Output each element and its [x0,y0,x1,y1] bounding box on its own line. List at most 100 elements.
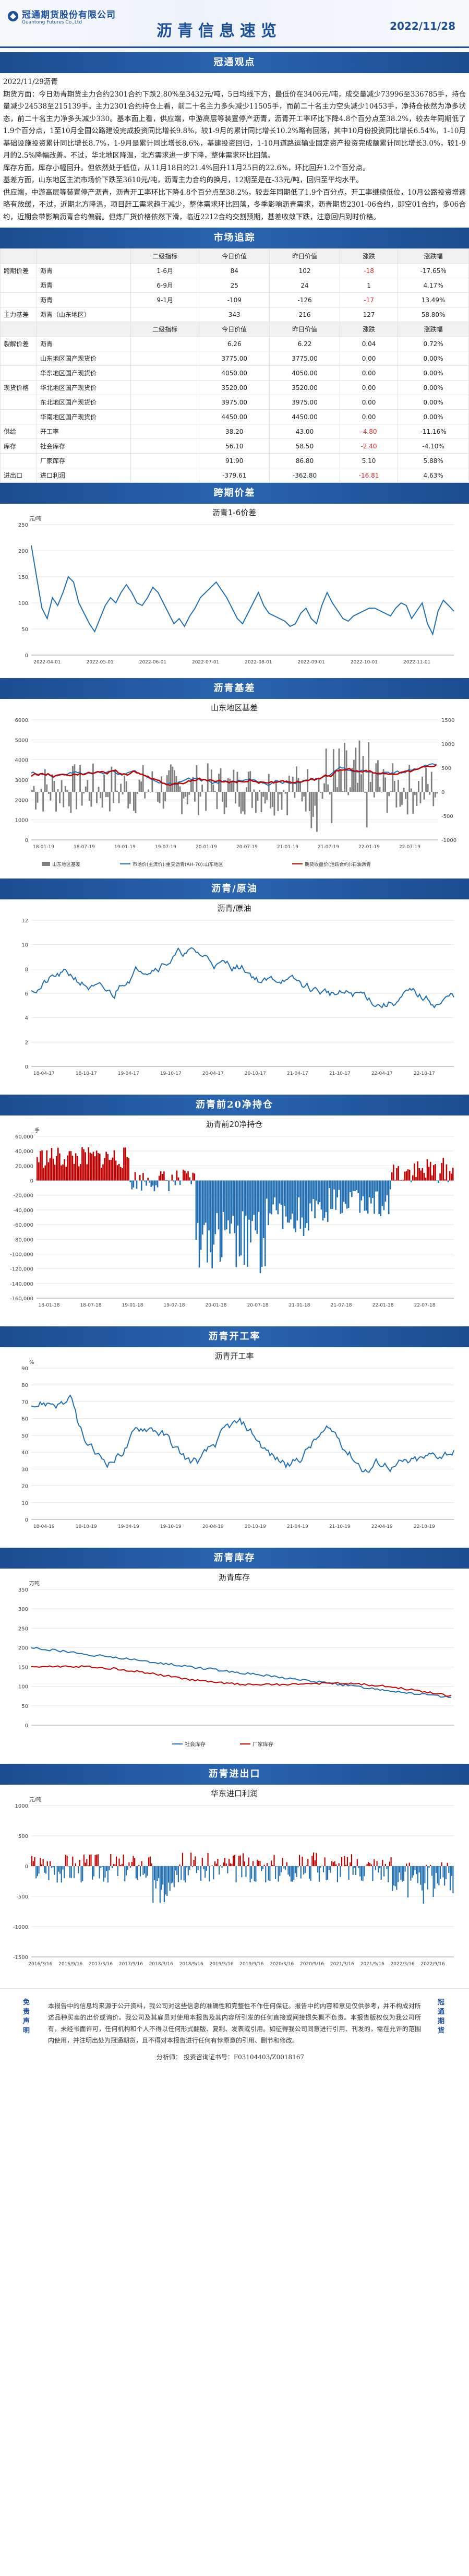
net-position-bar [303,1180,305,1236]
net-position-bar [378,1180,380,1214]
net-position-bar [446,1164,448,1181]
basis-bar [259,790,260,792]
x-tick-label: 18-07-19 [74,845,95,850]
basis-bar [249,771,251,792]
table-cell: -16.81 [339,468,399,483]
basis-bar [137,792,138,794]
x-tick-label: 2022-07-01 [192,660,219,665]
net-position-bar [414,1164,415,1181]
basis-bar [430,771,432,792]
basis-bar [314,792,316,806]
table-cell: 进出口 [0,468,37,483]
import-profit-bar [35,1866,37,1879]
net-position-bar [73,1164,75,1181]
net-position-bar [393,1165,394,1181]
import-profit-bar [52,1866,54,1868]
net-position-bar [201,1180,203,1235]
net-position-bar [266,1180,268,1199]
import-profit-bar [149,1856,151,1866]
import-profit-bar [100,1866,102,1868]
table-row: 现货价格 华北地区国产现货价 3520.00 3520.00 0.00 0.00% [0,380,469,395]
table-cell: 0.00 [339,380,399,395]
basis-futures-line [31,764,437,786]
table-cell: 3975.00 [269,395,340,410]
import-profit-bar [368,1861,369,1866]
import-profit-bar [217,1859,219,1866]
net-position-bar [149,1180,150,1183]
net-position-bar [141,1180,142,1191]
import-profit-bar [230,1863,231,1866]
axis-unit-label: % [29,1360,34,1366]
basis-bar [100,792,102,799]
import-profit-bar [313,1852,315,1866]
import-profit-bar [197,1866,199,1870]
y-tick-label: 40,000 [15,1149,33,1155]
section-import: 沥青进出口 [0,1764,469,1785]
net-position-bar [118,1164,120,1181]
y-tick-label: 200 [18,549,28,554]
import-profit-bar [40,1858,41,1866]
net-position-bar [81,1147,83,1181]
table-cell: 沥青 [37,292,131,307]
net-position-bar [99,1154,101,1181]
import-profit-bar [280,1866,282,1872]
basis-bar [107,792,109,798]
basis-bar [168,770,170,792]
net-position-bar [129,1180,131,1182]
x-tick-label: 18-10-17 [76,1071,97,1076]
import-profit-bar [179,1864,181,1866]
net-position-bar [152,1180,154,1186]
import-profit-bar [175,1866,176,1871]
table-cell: 58.50 [269,438,340,454]
table-cell: 86.80 [269,453,340,468]
import-profit-bar [382,1860,383,1866]
table-cell: 0.00% [398,409,469,424]
basis-bar [305,792,307,812]
basis-bar [212,785,214,792]
basis-bar [35,792,37,810]
y2-tick-label: 1500 [441,718,454,723]
table-cell: 25 [199,278,270,293]
table-cell: 现货价格 [0,380,37,395]
import-profit-bar [163,1866,165,1903]
import-profit-bar [388,1866,389,1882]
y-tick-label: 80 [21,1383,28,1388]
x-tick-label: 18-10-19 [76,1524,97,1529]
net-position-bar [269,1180,271,1214]
net-position-bar [222,1180,224,1213]
table-header: 涨跌 [339,248,399,264]
table-row: 华东地区国产现货价 4050.00 4050.00 0.00 0.00% [0,365,469,381]
net-position-bar [439,1173,441,1181]
import-chart: 华东进口利润 元/吨 -1500 -1000 -500 0 500 1000 2016/3/16… [0,1785,469,1985]
import-profit-bar [427,1866,428,1890]
basis-bar [186,792,188,804]
import-profit-bar [64,1866,65,1878]
net-position-bar [389,1180,391,1190]
basis-bar [76,792,77,810]
import-profit-bar [34,1857,35,1866]
net-position-bar [171,1174,173,1181]
net-position-bar [240,1180,242,1256]
import-profit-bar [58,1866,59,1872]
basis-bar [199,792,201,797]
table-cell: 跨期价差 [0,263,37,278]
table-header: 昨日价值 [269,248,340,264]
import-profit-bar [118,1858,120,1866]
net-position-bar [203,1180,205,1226]
y-tick-label: 0 [25,1864,28,1870]
import-profit-bar [203,1866,205,1869]
import-profit-bar [62,1866,64,1870]
basis-bar [329,792,331,795]
net-position-bar [165,1180,166,1181]
basis-bar [336,787,338,792]
import-profit-bar [420,1866,422,1885]
import-profit-bar [341,1857,343,1866]
import-profit-bar [205,1866,206,1878]
x-tick-label: 2022-10-01 [351,660,378,665]
table-row: 进出口 进口利润 -379.61 -362.80 -16.81 4.63% [0,468,469,483]
import-profit-bar [70,1866,72,1878]
y-tick-label: -100,000 [10,1252,33,1257]
table-cell: 3775.00 [269,351,340,366]
table-cell: 4.63% [398,468,469,483]
import-profit-bar [430,1865,431,1866]
